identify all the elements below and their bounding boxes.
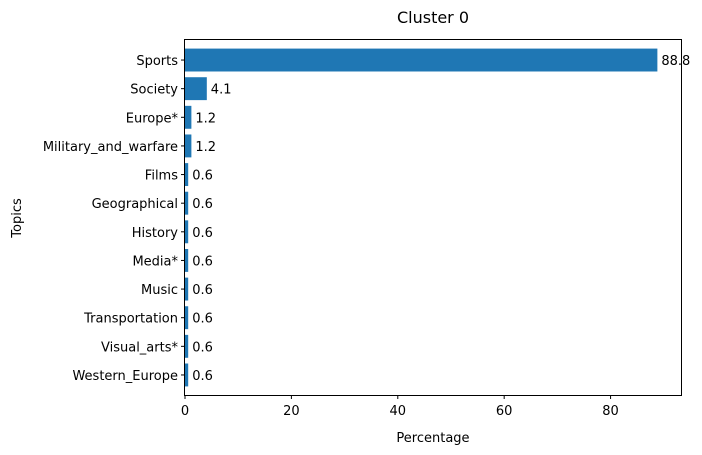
x-tick-label-4: 80 [602, 404, 619, 419]
bar-10 [185, 334, 189, 358]
bar-9 [185, 306, 189, 330]
bar-1 [185, 77, 207, 101]
bar-value-label-6: 0.6 [192, 226, 213, 241]
y-axis-ticks: Sports Society Europe* Military_and_warfare… [43, 54, 185, 384]
bars-group [185, 48, 658, 387]
y-tick-label-11: Western_Europe [72, 369, 178, 384]
y-tick-label-5: Geographical [92, 197, 178, 212]
bar-value-label-5: 0.6 [192, 197, 213, 212]
value-labels-group: 88.8 4.1 1.2 1.2 0.6 0.6 0.6 0.6 0.6 0.6 0.6 0.6 [192, 54, 690, 384]
bar-0 [185, 48, 658, 72]
y-tick-label-6: History [132, 226, 179, 241]
bar-6 [185, 220, 189, 244]
bar-7 [185, 248, 189, 272]
x-tick-label-2: 40 [390, 404, 407, 419]
bar-value-label-9: 0.6 [192, 312, 213, 327]
y-tick-label-10: Visual_arts* [101, 340, 178, 355]
y-tick-label-3: Military_and_warfare [43, 140, 178, 155]
y-tick-label-8: Music [141, 283, 178, 298]
bar-8 [185, 277, 189, 301]
bar-4 [185, 163, 189, 187]
y-tick-label-9: Transportation [83, 312, 178, 327]
y-tick-label-2: Europe* [126, 111, 179, 126]
x-axis-title: Percentage [396, 431, 469, 446]
bar-3 [185, 134, 192, 158]
bar-value-label-11: 0.6 [192, 369, 213, 384]
y-tick-label-1: Society [130, 83, 178, 98]
bar-value-label-7: 0.6 [192, 254, 213, 269]
bar-value-label-4: 0.6 [192, 169, 213, 184]
bar-5 [185, 191, 189, 215]
y-axis-title: Topics [10, 198, 25, 239]
y-tick-label-0: Sports [136, 54, 178, 69]
bar-value-label-3: 1.2 [195, 140, 216, 155]
plot-frame [184, 39, 682, 396]
x-axis-ticks: 0 20 40 60 80 [181, 395, 619, 419]
bar-11 [185, 363, 189, 387]
x-tick-label-1: 20 [283, 404, 300, 419]
bar-value-label-10: 0.6 [192, 340, 213, 355]
y-tick-label-7: Media* [132, 254, 178, 269]
x-tick-label-0: 0 [181, 404, 189, 419]
bar-value-label-0: 88.8 [661, 54, 690, 69]
bar-value-label-8: 0.6 [192, 283, 213, 298]
bar-value-label-1: 4.1 [211, 83, 232, 98]
y-tick-label-4: Films [145, 169, 178, 184]
x-tick-label-3: 60 [496, 404, 513, 419]
bar-value-label-2: 1.2 [195, 111, 216, 126]
chart-title: Cluster 0 [397, 8, 469, 27]
bar-2 [185, 105, 192, 129]
